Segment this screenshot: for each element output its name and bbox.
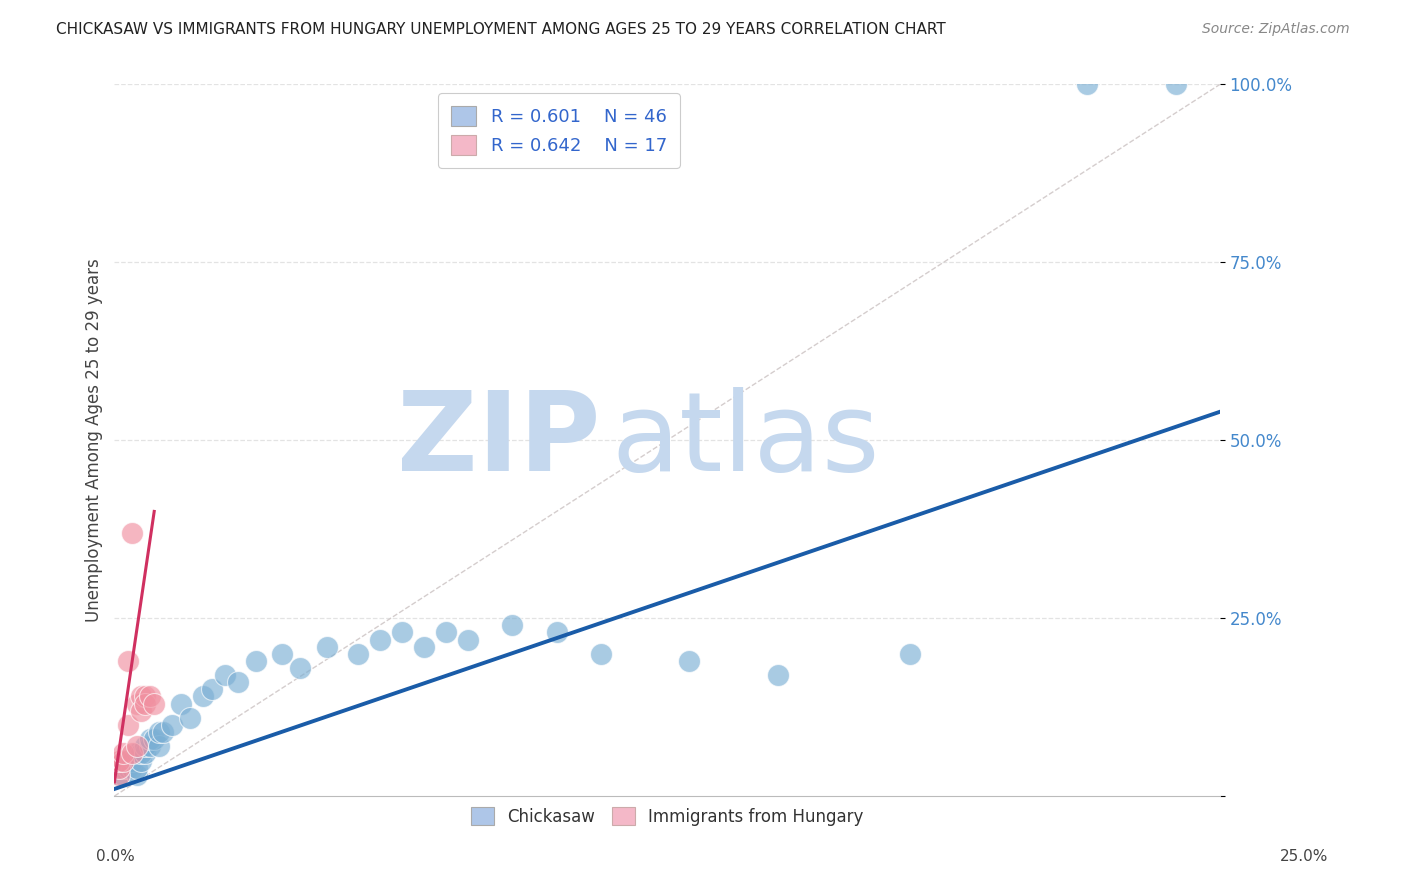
Point	[125, 739, 148, 754]
Point	[121, 754, 143, 768]
Text: atlas: atlas	[612, 387, 880, 494]
Point	[125, 747, 148, 761]
Point	[125, 768, 148, 782]
Point	[112, 754, 135, 768]
Point	[589, 647, 612, 661]
Point	[170, 697, 193, 711]
Text: ZIP: ZIP	[398, 387, 600, 494]
Point	[315, 640, 337, 654]
Point	[139, 732, 162, 747]
Point	[245, 654, 267, 668]
Point	[413, 640, 436, 654]
Point	[117, 654, 139, 668]
Point	[457, 632, 479, 647]
Point	[129, 690, 152, 704]
Point	[346, 647, 368, 661]
Point	[501, 618, 523, 632]
Point	[121, 747, 143, 761]
Point	[160, 718, 183, 732]
Point	[143, 697, 166, 711]
Point	[112, 768, 135, 782]
Point	[226, 675, 249, 690]
Point	[121, 761, 143, 775]
Text: Source: ZipAtlas.com: Source: ZipAtlas.com	[1202, 22, 1350, 37]
Point	[1164, 78, 1187, 92]
Point	[201, 682, 224, 697]
Point	[434, 625, 457, 640]
Point	[134, 690, 156, 704]
Legend: Chickasaw, Immigrants from Hungary: Chickasaw, Immigrants from Hungary	[463, 798, 872, 834]
Point	[117, 718, 139, 732]
Point	[108, 761, 131, 775]
Point	[139, 739, 162, 754]
Point	[139, 690, 162, 704]
Point	[117, 754, 139, 768]
Point	[143, 732, 166, 747]
Point	[108, 768, 131, 782]
Point	[112, 761, 135, 775]
Text: CHICKASAW VS IMMIGRANTS FROM HUNGARY UNEMPLOYMENT AMONG AGES 25 TO 29 YEARS CORR: CHICKASAW VS IMMIGRANTS FROM HUNGARY UNE…	[56, 22, 946, 37]
Point	[271, 647, 294, 661]
Point	[898, 647, 921, 661]
Text: 0.0%: 0.0%	[96, 849, 135, 863]
Point	[134, 739, 156, 754]
Point	[214, 668, 236, 682]
Text: 25.0%: 25.0%	[1281, 849, 1329, 863]
Point	[546, 625, 568, 640]
Point	[121, 525, 143, 540]
Point	[152, 725, 174, 739]
Point	[191, 690, 214, 704]
Point	[108, 761, 131, 775]
Y-axis label: Unemployment Among Ages 25 to 29 years: Unemployment Among Ages 25 to 29 years	[86, 259, 103, 622]
Point	[391, 625, 413, 640]
Point	[125, 697, 148, 711]
Point	[134, 747, 156, 761]
Point	[129, 747, 152, 761]
Point	[134, 697, 156, 711]
Point	[179, 711, 201, 725]
Point	[129, 754, 152, 768]
Point	[148, 739, 170, 754]
Point	[108, 768, 131, 782]
Point	[112, 747, 135, 761]
Point	[288, 661, 311, 675]
Point	[108, 754, 131, 768]
Point	[129, 704, 152, 718]
Point	[368, 632, 391, 647]
Point	[148, 725, 170, 739]
Point	[125, 761, 148, 775]
Point	[678, 654, 700, 668]
Point	[117, 761, 139, 775]
Point	[1076, 78, 1098, 92]
Point	[766, 668, 789, 682]
